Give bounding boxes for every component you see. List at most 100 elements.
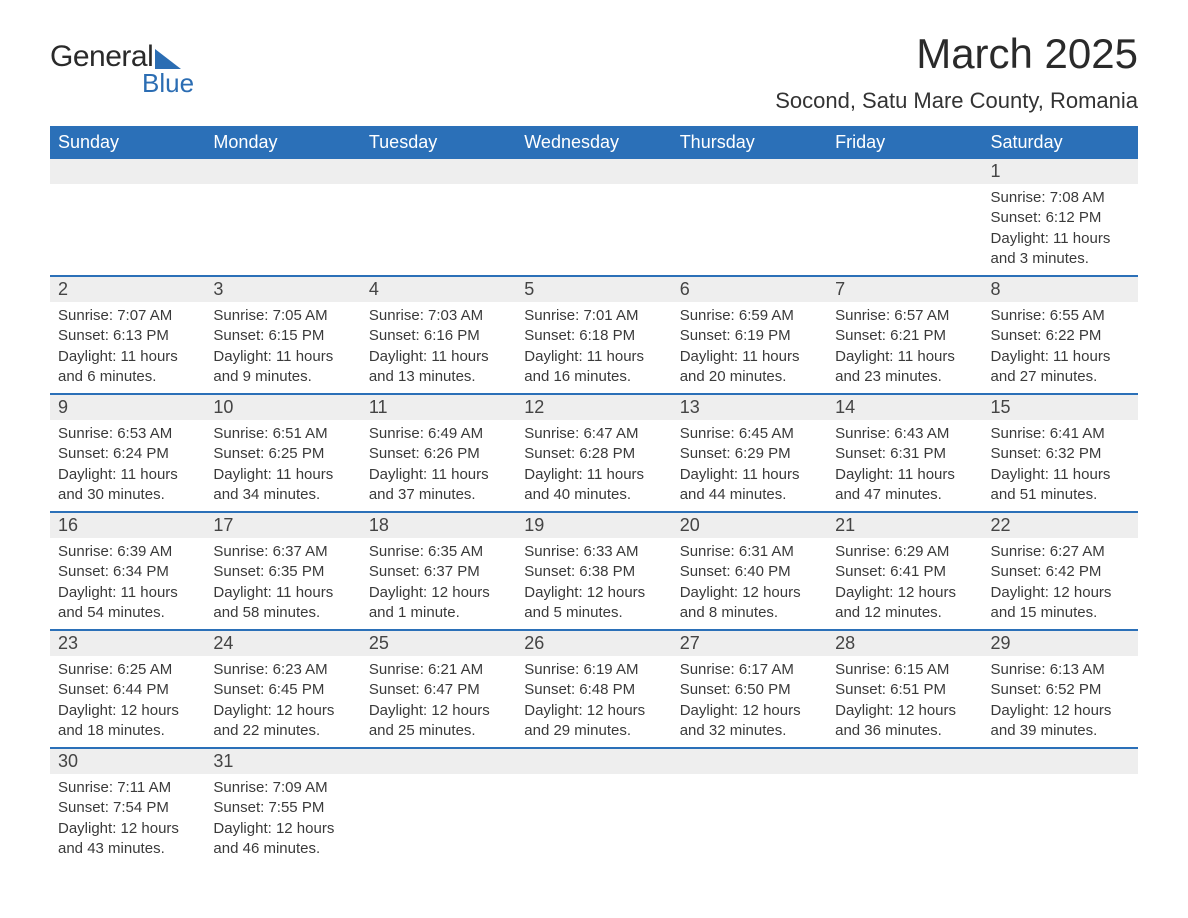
sunset-text: Sunset: 6:16 PM [369,326,508,346]
day-number: 15 [983,394,1138,420]
weekday-header: Wednesday [516,126,671,159]
daylight-text: Daylight: 11 hours [835,347,974,367]
day-details: Sunrise: 6:49 AMSunset: 6:26 PMDaylight:… [361,420,516,512]
day-details-row: Sunrise: 6:25 AMSunset: 6:44 PMDaylight:… [50,656,1138,748]
calendar-body: 1 Sunrise: 7:08 AMSunset: 6:12 PMDayligh… [50,159,1138,865]
sunrise-text: Sunrise: 6:39 AM [58,542,197,562]
day-details: Sunrise: 6:45 AMSunset: 6:29 PMDaylight:… [672,420,827,512]
day-details-row: Sunrise: 6:53 AMSunset: 6:24 PMDaylight:… [50,420,1138,512]
day-number: 7 [827,276,982,302]
day-number: 29 [983,630,1138,656]
sunset-text: Sunset: 6:42 PM [991,562,1130,582]
sunrise-text: Sunrise: 6:13 AM [991,660,1130,680]
day-details-row: Sunrise: 7:08 AMSunset: 6:12 PMDaylight:… [50,184,1138,276]
day-number [361,748,516,774]
sunrise-text: Sunrise: 6:23 AM [213,660,352,680]
day-details: Sunrise: 6:25 AMSunset: 6:44 PMDaylight:… [50,656,205,748]
daylight-text: Daylight: 12 hours [524,701,663,721]
day-details [672,184,827,276]
title-block: March 2025 Socond, Satu Mare County, Rom… [775,30,1138,114]
sunrise-text: Sunrise: 6:43 AM [835,424,974,444]
daylight-text: Daylight: 12 hours [369,583,508,603]
day-number [205,159,360,184]
daylight-text: Daylight: 11 hours [991,465,1130,485]
daylight-text: Daylight: 12 hours [835,583,974,603]
sunset-text: Sunset: 6:28 PM [524,444,663,464]
day-number: 19 [516,512,671,538]
brand-logo: General Blue [50,40,194,99]
daylight-text: and 37 minutes. [369,485,508,505]
sunrise-text: Sunrise: 7:08 AM [991,188,1130,208]
daylight-text: Daylight: 12 hours [58,701,197,721]
weekday-header: Sunday [50,126,205,159]
daylight-text: Daylight: 12 hours [835,701,974,721]
day-details [672,774,827,865]
day-number: 21 [827,512,982,538]
daylight-text: Daylight: 11 hours [58,347,197,367]
sunrise-text: Sunrise: 6:15 AM [835,660,974,680]
day-number-row: 3031 [50,748,1138,774]
sunset-text: Sunset: 6:44 PM [58,680,197,700]
day-details: Sunrise: 7:01 AMSunset: 6:18 PMDaylight:… [516,302,671,394]
day-number: 1 [983,159,1138,184]
day-number: 28 [827,630,982,656]
day-details: Sunrise: 6:35 AMSunset: 6:37 PMDaylight:… [361,538,516,630]
day-details: Sunrise: 6:31 AMSunset: 6:40 PMDaylight:… [672,538,827,630]
sunset-text: Sunset: 6:15 PM [213,326,352,346]
daylight-text: Daylight: 12 hours [369,701,508,721]
sunrise-text: Sunrise: 6:21 AM [369,660,508,680]
daylight-text: Daylight: 11 hours [369,347,508,367]
day-number: 16 [50,512,205,538]
day-details: Sunrise: 7:11 AMSunset: 7:54 PMDaylight:… [50,774,205,865]
day-details: Sunrise: 6:29 AMSunset: 6:41 PMDaylight:… [827,538,982,630]
day-number [827,748,982,774]
day-number: 30 [50,748,205,774]
day-number: 27 [672,630,827,656]
daylight-text: and 25 minutes. [369,721,508,741]
daylight-text: Daylight: 11 hours [213,347,352,367]
daylight-text: and 1 minute. [369,603,508,623]
daylight-text: Daylight: 12 hours [991,701,1130,721]
daylight-text: Daylight: 11 hours [213,465,352,485]
daylight-text: and 16 minutes. [524,367,663,387]
day-details: Sunrise: 7:08 AMSunset: 6:12 PMDaylight:… [983,184,1138,276]
daylight-text: and 47 minutes. [835,485,974,505]
sunrise-text: Sunrise: 6:31 AM [680,542,819,562]
sunset-text: Sunset: 6:26 PM [369,444,508,464]
day-details [50,184,205,276]
day-details-row: Sunrise: 7:07 AMSunset: 6:13 PMDaylight:… [50,302,1138,394]
daylight-text: and 51 minutes. [991,485,1130,505]
sunset-text: Sunset: 6:34 PM [58,562,197,582]
sunrise-text: Sunrise: 6:33 AM [524,542,663,562]
day-details: Sunrise: 6:23 AMSunset: 6:45 PMDaylight:… [205,656,360,748]
sunset-text: Sunset: 6:51 PM [835,680,974,700]
day-number [827,159,982,184]
day-details-row: Sunrise: 7:11 AMSunset: 7:54 PMDaylight:… [50,774,1138,865]
daylight-text: Daylight: 11 hours [213,583,352,603]
sunrise-text: Sunrise: 7:03 AM [369,306,508,326]
day-number [672,748,827,774]
day-number [516,159,671,184]
daylight-text: Daylight: 12 hours [58,819,197,839]
sunrise-text: Sunrise: 6:45 AM [680,424,819,444]
day-details: Sunrise: 6:33 AMSunset: 6:38 PMDaylight:… [516,538,671,630]
day-details: Sunrise: 6:51 AMSunset: 6:25 PMDaylight:… [205,420,360,512]
daylight-text: and 39 minutes. [991,721,1130,741]
day-number [983,748,1138,774]
sunrise-text: Sunrise: 6:49 AM [369,424,508,444]
daylight-text: and 46 minutes. [213,839,352,859]
daylight-text: and 54 minutes. [58,603,197,623]
day-details [827,184,982,276]
day-details: Sunrise: 7:03 AMSunset: 6:16 PMDaylight:… [361,302,516,394]
daylight-text: Daylight: 11 hours [991,347,1130,367]
sunset-text: Sunset: 6:12 PM [991,208,1130,228]
daylight-text: and 43 minutes. [58,839,197,859]
sunrise-text: Sunrise: 7:01 AM [524,306,663,326]
day-number [361,159,516,184]
daylight-text: and 9 minutes. [213,367,352,387]
daylight-text: Daylight: 12 hours [680,583,819,603]
sunrise-text: Sunrise: 6:35 AM [369,542,508,562]
day-details: Sunrise: 6:21 AMSunset: 6:47 PMDaylight:… [361,656,516,748]
day-details [516,184,671,276]
day-details: Sunrise: 6:55 AMSunset: 6:22 PMDaylight:… [983,302,1138,394]
